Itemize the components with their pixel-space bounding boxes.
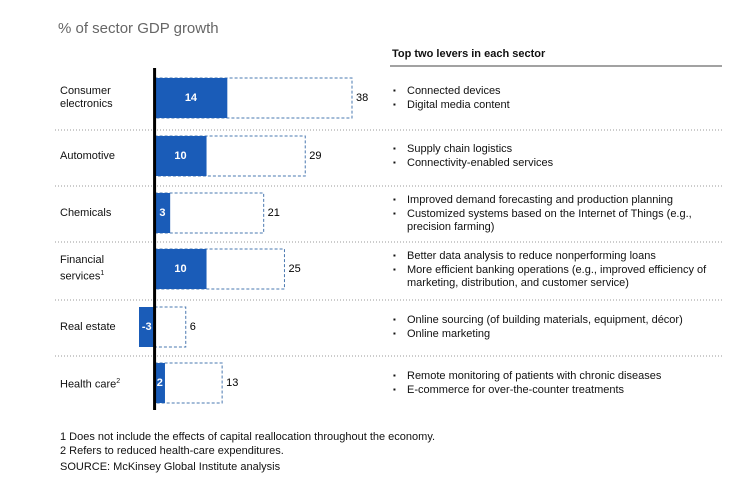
bar: [154, 249, 207, 289]
range-bar: [154, 306, 187, 348]
lever-item: Remote monitoring of patients with chron…: [393, 369, 723, 383]
source: SOURCE: McKinsey Global Institute analys…: [60, 461, 281, 473]
bar-value-label: 2: [157, 377, 163, 389]
footnote: 1 Does not include the effects of capita…: [60, 431, 436, 443]
bar-value-label: 10: [174, 263, 186, 275]
bar: [139, 307, 155, 347]
levers-title: Top two levers in each sector: [392, 48, 546, 60]
lever-item: Customized systems based on the Internet…: [393, 207, 723, 234]
range-value-label: 13: [226, 377, 238, 389]
levers: Better data analysis to reduce nonperfor…: [393, 249, 723, 290]
category-label: Health care2: [60, 375, 150, 392]
category-label: Chemicals: [60, 207, 150, 220]
bar-value-label: 14: [185, 92, 198, 104]
range-value-label: 25: [288, 263, 300, 275]
range-value-label: 21: [268, 207, 280, 219]
footnote: 2 Refers to reduced health-care expendit…: [60, 445, 284, 457]
category-text: Real estate: [60, 320, 116, 333]
lever-item: Digital media content: [393, 98, 723, 112]
levers: Supply chain logisticsConnectivity-enabl…: [393, 142, 723, 170]
bar-value-label: 10: [174, 150, 186, 162]
category-text: Automotive: [60, 149, 116, 162]
category-label: Financial services1: [60, 254, 150, 284]
bar: [154, 193, 171, 233]
category-text: Financial services: [60, 254, 105, 283]
levers: Remote monitoring of patients with chron…: [393, 369, 723, 397]
category-text: Consumer electronics: [60, 85, 113, 110]
range-value-label: 6: [190, 321, 196, 333]
levers: Improved demand forecasting and producti…: [393, 193, 723, 234]
category-text: Health care: [60, 378, 117, 391]
lever-item: Online sourcing (of building materials, …: [393, 313, 723, 327]
lever-item: Supply chain logistics: [393, 142, 723, 156]
footnote-marker: 2: [116, 377, 121, 385]
lever-item: Connectivity-enabled services: [393, 156, 723, 170]
bar: [154, 136, 207, 176]
footnote-marker: 1: [100, 270, 105, 277]
lever-item: Online marketing: [393, 327, 723, 341]
category-text: Chemicals: [60, 206, 112, 219]
levers: Connected devicesDigital media content: [393, 84, 723, 112]
range-bar: [154, 362, 223, 404]
range-bar: [154, 192, 265, 234]
bar: [154, 78, 228, 118]
category-label: Automotive: [60, 150, 150, 163]
lever-item: E-commerce for over-the-counter treatmen…: [393, 383, 723, 397]
category-label: Consumer electronics: [60, 85, 150, 111]
levers: Online sourcing (of building materials, …: [393, 313, 723, 341]
category-label: Real estate: [60, 321, 150, 334]
lever-item: Connected devices: [393, 84, 723, 98]
chart-title: % of sector GDP growth: [58, 20, 219, 37]
bar: [154, 363, 165, 403]
bar-value-label: 3: [159, 207, 165, 219]
range-value-label: 38: [356, 92, 368, 104]
bar-value-label: -3: [142, 321, 152, 333]
lever-item: Improved demand forecasting and producti…: [393, 193, 723, 207]
lever-item: Better data analysis to reduce nonperfor…: [393, 249, 723, 263]
lever-item: More efficient banking operations (e.g.,…: [393, 263, 723, 290]
range-value-label: 29: [309, 150, 321, 162]
